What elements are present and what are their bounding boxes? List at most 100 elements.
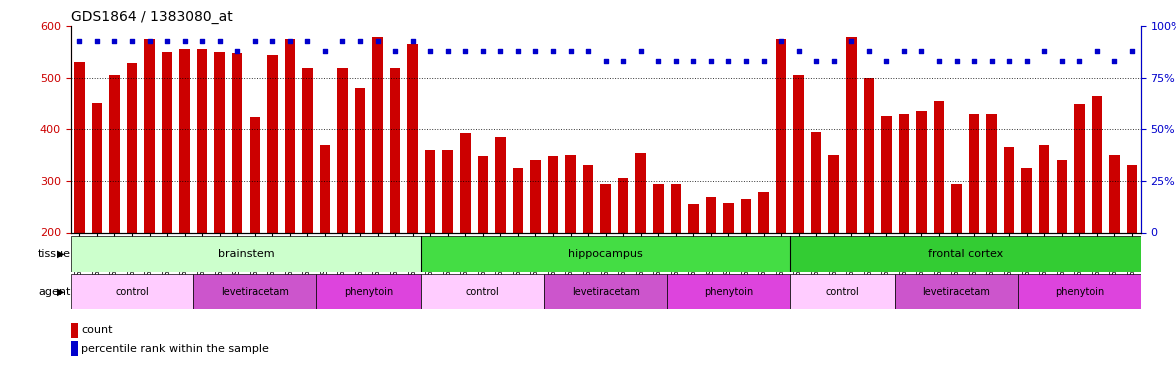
Bar: [267, 55, 278, 232]
Bar: [601, 183, 610, 232]
Point: [246, 38, 265, 44]
Bar: [670, 183, 681, 232]
Bar: [407, 44, 417, 232]
Text: hippocampus: hippocampus: [568, 249, 643, 259]
FancyBboxPatch shape: [790, 274, 895, 309]
Bar: [214, 52, 225, 232]
FancyBboxPatch shape: [421, 274, 544, 309]
Bar: [723, 202, 734, 232]
Point: [368, 38, 387, 44]
Bar: [425, 150, 435, 232]
Bar: [951, 183, 962, 232]
Point: [789, 48, 808, 54]
Bar: [1038, 145, 1049, 232]
Text: control: control: [826, 286, 860, 297]
Point: [280, 38, 299, 44]
Bar: [530, 160, 541, 232]
Point: [69, 38, 88, 44]
Bar: [846, 37, 856, 232]
Bar: [583, 165, 594, 232]
Point: [860, 48, 878, 54]
Bar: [881, 117, 891, 232]
Point: [1035, 48, 1054, 54]
Bar: [828, 155, 838, 232]
Bar: [1074, 104, 1084, 232]
FancyBboxPatch shape: [544, 274, 667, 309]
Point: [421, 48, 440, 54]
Point: [895, 48, 914, 54]
Point: [403, 38, 422, 44]
Point: [824, 58, 843, 64]
Text: control: control: [466, 286, 500, 297]
Bar: [863, 78, 874, 232]
Bar: [513, 168, 523, 232]
Text: percentile rank within the sample: percentile rank within the sample: [81, 344, 269, 354]
Bar: [71, 341, 78, 356]
Text: phenytoin: phenytoin: [1055, 286, 1104, 297]
Bar: [741, 199, 751, 232]
Bar: [74, 62, 85, 232]
Bar: [390, 68, 400, 232]
Bar: [320, 145, 330, 232]
Point: [596, 58, 615, 64]
Bar: [1056, 160, 1067, 232]
FancyBboxPatch shape: [71, 236, 421, 272]
Text: levetiracetam: levetiracetam: [572, 286, 640, 297]
Point: [158, 38, 176, 44]
Bar: [285, 39, 295, 232]
Point: [614, 58, 633, 64]
Bar: [71, 322, 78, 338]
Point: [877, 58, 896, 64]
Bar: [495, 137, 506, 232]
Text: phenytoin: phenytoin: [703, 286, 753, 297]
Text: ▶: ▶: [58, 249, 65, 259]
Bar: [249, 117, 260, 232]
Text: GDS1864 / 1383080_at: GDS1864 / 1383080_at: [71, 10, 233, 24]
Bar: [1127, 165, 1137, 232]
Point: [140, 38, 159, 44]
Text: brainstem: brainstem: [218, 249, 274, 259]
Point: [702, 58, 721, 64]
Point: [684, 58, 703, 64]
Bar: [934, 101, 944, 232]
Text: agent: agent: [38, 286, 71, 297]
Point: [263, 38, 282, 44]
Point: [350, 38, 369, 44]
Text: frontal cortex: frontal cortex: [928, 249, 1003, 259]
Point: [1017, 58, 1036, 64]
Point: [736, 58, 755, 64]
Bar: [232, 53, 242, 232]
Point: [947, 58, 965, 64]
Bar: [794, 75, 804, 232]
FancyBboxPatch shape: [1018, 274, 1141, 309]
Bar: [1109, 155, 1120, 232]
Bar: [617, 178, 628, 232]
Text: tissue: tissue: [38, 249, 71, 259]
FancyBboxPatch shape: [790, 236, 1141, 272]
Bar: [566, 155, 576, 232]
Bar: [338, 68, 348, 232]
Bar: [653, 183, 663, 232]
Text: ▶: ▶: [58, 287, 65, 297]
Bar: [898, 114, 909, 232]
Point: [771, 38, 790, 44]
Point: [386, 48, 405, 54]
Bar: [179, 50, 189, 232]
Bar: [127, 63, 138, 232]
Point: [1123, 48, 1142, 54]
Text: control: control: [115, 286, 149, 297]
Bar: [635, 153, 646, 232]
Bar: [302, 68, 313, 232]
FancyBboxPatch shape: [421, 236, 790, 272]
Bar: [811, 132, 821, 232]
Point: [508, 48, 527, 54]
Point: [315, 48, 334, 54]
Point: [526, 48, 544, 54]
Point: [105, 38, 123, 44]
FancyBboxPatch shape: [71, 274, 193, 309]
Point: [579, 48, 597, 54]
Bar: [916, 111, 927, 232]
Bar: [548, 156, 559, 232]
Bar: [969, 114, 980, 232]
Point: [175, 38, 194, 44]
